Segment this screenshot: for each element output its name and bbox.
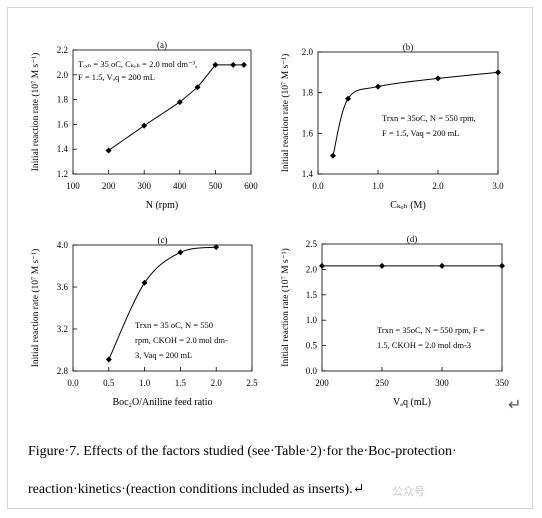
caption-line-2: reaction·kinetics·(reaction conditions i…	[28, 482, 365, 497]
data-point	[177, 249, 184, 256]
y-tick-label: 4.0	[57, 240, 69, 250]
y-tick-label: 0.0	[306, 366, 318, 376]
chart-panel-c: 0.0 0.5 1.0 1.5 2.0 2.5 2.8 3.2 3.6 4.0 Boc₂O/Anil…	[30, 235, 258, 408]
data-point	[495, 69, 501, 76]
data-point	[379, 262, 385, 269]
annotation-line: Trxn = 35oC, N = 550 rpm, F =	[377, 325, 485, 335]
x-axis-label: Cₖₒₕ (M)	[390, 200, 426, 211]
annotation-line: 1.5, CKOH = 2.0 mol dm-3	[377, 340, 471, 350]
annotation-line: F = 1.5, Vaq = 200 mL	[382, 128, 459, 138]
x-tick-label: 350	[495, 378, 509, 388]
x-tick-label: 1.0	[372, 181, 384, 191]
panel-label: (a)	[157, 40, 167, 50]
panel-label: (c)	[158, 235, 168, 245]
plot-frame	[72, 244, 253, 372]
x-tick-label: 300	[137, 181, 151, 191]
y-axis-label: Initial reaction rate (10⁷ M s⁻¹)	[280, 54, 291, 173]
data-point	[375, 83, 381, 90]
y-tick-label: 1.4	[302, 169, 314, 179]
annotation-line: Tᵣₓₙ = 35 oC, Cₖₒₕ = 2.0 mol dm⁻³,	[78, 59, 197, 69]
y-tick-label: 1.8	[57, 95, 69, 105]
x-tick-label: 0.0	[312, 181, 324, 191]
y-axis-label: Initial reaction rate (10⁷ M s⁻¹)	[30, 249, 41, 368]
y-axis-label: Initial reaction rate (10⁷ M s⁻¹)	[30, 53, 41, 172]
y-tick-label: 2.0	[306, 264, 318, 274]
annotation-line: Trxn = 35 oC, N = 550	[135, 320, 213, 330]
y-tick-label: 2.5	[306, 239, 318, 249]
x-tick-label: 3.0	[492, 181, 504, 191]
x-axis-label: Boc₂O/Aniline feed ratio	[112, 397, 212, 408]
x-axis-label: Vₐq (mL)	[393, 397, 431, 408]
chart-panel-a: 100 200 300 400 500 600 1.2 1.4 1.6 1.8 2.0 2.2 N (r…	[30, 40, 258, 211]
x-tick-label: 2.5	[246, 378, 258, 388]
watermark: 公众号	[392, 485, 425, 498]
annotation-line: F = 1.5, Vₐq = 200 mL	[78, 72, 155, 82]
x-tick-label: 2.0	[211, 378, 223, 388]
y-axis-label: Initial reaction rate (10⁷ M s⁻¹)	[280, 248, 291, 367]
plot-frame	[317, 51, 499, 175]
figure-7-charts: 100 200 300 400 500 600 1.2 1.4 1.6 1.8 2.0 2.2 N (r…	[30, 40, 509, 408]
data-point	[176, 99, 183, 106]
plot-frame	[72, 49, 252, 175]
caption-line-1: Figure·7. Effects of the factors studied…	[28, 444, 457, 459]
y-tick-label: 1.8	[302, 88, 314, 98]
x-tick-label: 0.0	[67, 378, 79, 388]
x-tick-label: 0.5	[103, 378, 115, 388]
x-tick-label: 500	[209, 181, 223, 191]
x-axis-label: N (rpm)	[146, 200, 179, 211]
y-tick-label: 2.8	[57, 366, 69, 376]
x-tick-label: 200	[315, 378, 329, 388]
data-point	[319, 262, 325, 269]
data-point	[105, 147, 112, 154]
x-tick-label: 400	[173, 181, 187, 191]
plot-frame	[321, 243, 503, 372]
data-point	[499, 262, 505, 269]
panel-label: (b)	[403, 42, 414, 52]
x-tick-label: 100	[66, 181, 80, 191]
return-arrow-icon: ↵	[508, 395, 522, 414]
annotation-line: rpm, CKOH = 2.0 mol dm-	[135, 335, 228, 345]
x-tick-label: 200	[102, 181, 116, 191]
y-tick-label: 3.2	[57, 324, 68, 334]
data-point	[213, 244, 220, 251]
data-point	[435, 75, 441, 82]
y-tick-label: 3.6	[57, 282, 69, 292]
data-point	[230, 61, 237, 68]
y-tick-label: 1.5	[306, 290, 318, 300]
data-point	[240, 61, 247, 68]
y-tick-label: 2.2	[57, 45, 68, 55]
data-point	[141, 279, 148, 286]
annotation-line: 3, Vaq = 200 mL	[135, 350, 192, 360]
series-line	[108, 246, 217, 360]
data-point	[345, 95, 351, 102]
x-tick-label: 250	[375, 378, 389, 388]
chart-panel-d: 200 250 300 350 0.0 0.5 1.0 1.5 2.0 2.5 Vₐq (mL) In…	[280, 234, 509, 408]
y-tick-label: 1.4	[57, 144, 69, 154]
y-tick-label: 2.0	[302, 47, 314, 57]
panel-label: (d)	[407, 234, 418, 244]
x-tick-label: 600	[244, 181, 258, 191]
x-tick-label: 1.5	[175, 378, 187, 388]
data-point	[439, 262, 445, 269]
x-tick-label: 2.0	[432, 181, 444, 191]
chart-panel-b: 0.0 1.0 2.0 3.0 1.4 1.6 1.8 2.0 Cₖₒₕ (M) Initial …	[280, 42, 504, 211]
data-point	[194, 84, 201, 91]
y-tick-label: 2.0	[57, 70, 69, 80]
annotation-line: Trxn = 35oC, N = 550 rpm,	[382, 113, 476, 123]
y-tick-label: 1.6	[57, 119, 69, 129]
y-tick-label: 1.2	[57, 169, 68, 179]
y-tick-label: 1.0	[306, 315, 318, 325]
y-tick-label: 1.6	[302, 128, 314, 138]
x-tick-label: 300	[435, 378, 449, 388]
data-point	[105, 356, 112, 363]
figure-frame	[7, 7, 533, 509]
data-point	[141, 122, 148, 129]
data-point	[330, 152, 336, 159]
y-tick-label: 0.5	[306, 341, 318, 351]
x-tick-label: 1.0	[139, 378, 151, 388]
data-point	[212, 61, 219, 68]
